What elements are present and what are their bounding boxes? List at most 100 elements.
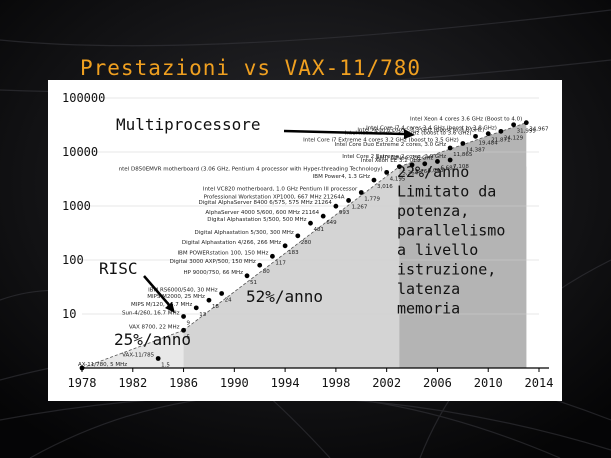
trend-line-1 bbox=[183, 166, 400, 331]
data-value-9: 117 bbox=[275, 260, 286, 266]
data-point-6 bbox=[219, 291, 225, 296]
data-point-22 bbox=[435, 159, 440, 164]
data-value-15: 1,267 bbox=[352, 204, 368, 210]
data-point-14 bbox=[333, 203, 339, 209]
data-label-8: Digital 3000 AXP/500, 150 MHz bbox=[170, 259, 256, 265]
data-value-21: 6,043 bbox=[428, 168, 444, 174]
region-1 bbox=[183, 166, 400, 368]
y-tick-10000: 10000 bbox=[62, 145, 98, 159]
data-point-29 bbox=[511, 122, 517, 128]
data-value-4: 13 bbox=[199, 312, 206, 318]
data-value-28: 24,129 bbox=[504, 135, 524, 141]
data-label-4: MIPS M/120, 16.7 MHz bbox=[131, 302, 192, 308]
data-label-9: IBM POWERstation 100, 150 MHz bbox=[177, 250, 268, 256]
annotation-rate-22-line-4: a livello bbox=[397, 241, 478, 259]
data-point-28 bbox=[498, 128, 504, 134]
data-point-10 bbox=[282, 243, 288, 249]
data-value-12: 481 bbox=[314, 227, 325, 233]
data-value-3: 9 bbox=[187, 320, 191, 326]
x-tick-1990: 1990 bbox=[220, 376, 249, 390]
x-tick-1982: 1982 bbox=[118, 376, 147, 390]
data-label-27: Intel Xeon 6 cores, 3.3 GHz (boost to 3.… bbox=[357, 128, 484, 134]
annotation-rate-52: 52%/anno bbox=[246, 287, 323, 306]
data-point-27 bbox=[485, 131, 491, 137]
data-points: AX-11/780, 5 MHz 1.5 VAX-11/785 5 VAX 8700, … bbox=[78, 117, 549, 371]
data-value-27: 21,871 bbox=[491, 138, 510, 144]
data-label-14: Digital AlphaServer 8400 6/575, 575 MHz … bbox=[199, 200, 333, 206]
data-value-17: 3,016 bbox=[377, 184, 393, 190]
data-label-24: Intel Core Duo Extreme 2 cores, 3.0 GHz bbox=[335, 142, 447, 148]
data-value-23: 7,108 bbox=[453, 164, 469, 170]
data-label-10: Digital Alphastation 4/266, 266 MHz bbox=[182, 240, 281, 246]
x-tick-1998: 1998 bbox=[321, 376, 350, 390]
data-label-21: Intel Xeon EE 3.2 GHz bbox=[361, 158, 421, 164]
annotation-rate-22-line-6: latenza bbox=[397, 280, 460, 298]
x-tick-2006: 2006 bbox=[423, 376, 452, 390]
data-point-3 bbox=[181, 314, 186, 319]
annotation-rate-22-line-0: 22%/anno bbox=[397, 163, 469, 181]
data-value-24: 11,865 bbox=[453, 152, 473, 158]
data-value-13: 649 bbox=[326, 220, 337, 226]
data-label-28: Intel Core i7 4 cores 3.4 GHz (boost to … bbox=[366, 125, 497, 131]
multiprocessore-arrow bbox=[283, 129, 405, 136]
data-value-30: 34,967 bbox=[529, 127, 549, 133]
annotation-risc: RISC bbox=[99, 259, 138, 278]
data-point-11 bbox=[295, 233, 301, 239]
data-value-11: 280 bbox=[301, 240, 312, 246]
data-value-16: 1,779 bbox=[364, 196, 380, 202]
data-value-25: 14,387 bbox=[466, 147, 486, 153]
annotation-rate-22-line-1: Limitato da bbox=[397, 183, 496, 201]
data-value-19: 5,364 bbox=[402, 171, 418, 177]
annotation-rate-22-line-7: memoria bbox=[397, 300, 460, 318]
data-label-13: AlphaServer 4000 5/600, 600 MHz 21164 bbox=[205, 210, 319, 216]
data-point-26 bbox=[473, 133, 478, 139]
annotation-rate-22-line-2: potenza, bbox=[397, 202, 469, 220]
data-label-1: VAX-11/785 bbox=[122, 352, 155, 358]
data-value-18: 4,195 bbox=[390, 176, 406, 182]
slide-title: Prestazioni vs VAX-11/780 bbox=[80, 56, 422, 80]
data-point-23 bbox=[447, 157, 453, 163]
data-label-6: IBM RS6000/540, 30 MHz bbox=[148, 287, 218, 293]
grid bbox=[82, 97, 549, 369]
data-point-13 bbox=[320, 213, 326, 219]
data-point-12 bbox=[308, 220, 313, 226]
data-value-26: 19,484 bbox=[479, 140, 499, 146]
data-value-6: 24 bbox=[225, 297, 232, 303]
y-tick-100: 100 bbox=[62, 253, 84, 267]
data-value-7: 51 bbox=[250, 280, 257, 286]
y-tick-100000: 100000 bbox=[62, 91, 105, 105]
data-label-12: Digital Alphastation 5/500, 500 MHz bbox=[207, 217, 306, 223]
data-label-17: IBM Power4, 1.3 GHz bbox=[313, 174, 370, 180]
data-label-3: Sun-4/260, 16.7 MHz bbox=[122, 310, 180, 316]
data-label-23: Intel Core 2 Extreme 2 cores, 2.9 GHz bbox=[342, 154, 446, 160]
x-tick-1978: 1978 bbox=[68, 376, 97, 390]
performance-chart: AX-11/780, 5 MHz 1.5 VAX-11/785 5 VAX 8700, … bbox=[48, 80, 562, 401]
data-label-22: AMD Athlon, 2.6 GHz bbox=[376, 155, 434, 161]
x-tick-2010: 2010 bbox=[474, 376, 503, 390]
data-point-18 bbox=[384, 169, 390, 175]
data-value-29: 31,999 bbox=[517, 129, 537, 135]
data-point-15 bbox=[346, 198, 351, 203]
risc-arrowhead bbox=[165, 302, 175, 313]
data-point-17 bbox=[371, 177, 377, 183]
risc-arrow bbox=[143, 275, 171, 307]
data-value-5: 18 bbox=[212, 304, 219, 310]
data-point-4 bbox=[193, 305, 199, 311]
data-label-18: ntel D850EMVR motherboard (3.06 GHz, Pen… bbox=[119, 166, 383, 172]
data-label-5: MIPS M2000, 25 MHz bbox=[147, 294, 205, 300]
data-value-2: 5 bbox=[187, 334, 191, 340]
annotation-rate-25: 25%/anno bbox=[114, 330, 191, 349]
data-label-15: Professional Workstation XP1000, 667 MHz… bbox=[204, 194, 345, 200]
data-point-19 bbox=[396, 164, 402, 170]
data-value-8: 80 bbox=[263, 269, 270, 275]
data-point-30 bbox=[523, 120, 529, 126]
data-value-20: 5,764 bbox=[415, 169, 431, 175]
data-point-2 bbox=[181, 327, 186, 333]
data-point-1 bbox=[155, 356, 161, 361]
annotation-rate-22: 22%/anno Limitato da potenza, parallelismo a… bbox=[397, 163, 505, 318]
data-point-25 bbox=[460, 141, 466, 146]
y-tick-1000: 1000 bbox=[62, 199, 91, 213]
data-value-14: 993 bbox=[339, 210, 350, 216]
multiprocessore-arrowhead bbox=[404, 129, 415, 139]
data-label-25: Intel Core i7 Extreme 4 cores 3.2 GHz (b… bbox=[303, 137, 459, 143]
